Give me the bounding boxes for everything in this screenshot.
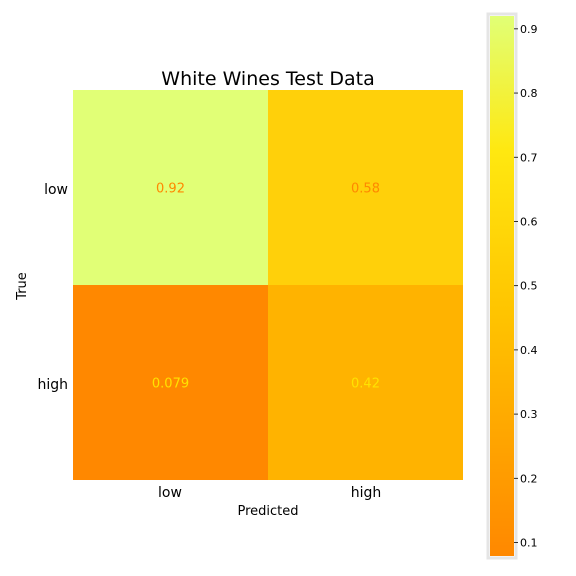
colorbar-tick-label: 0.1 [520,537,538,550]
colorbar-tick-label: 0.6 [520,215,538,228]
heatmap-cell [268,90,463,285]
colorbar-tick-label: 0.9 [520,23,538,36]
y-tick-high: high [37,377,68,393]
x-tick-low: low [158,485,182,501]
colorbar-tick-label: 0.8 [520,87,538,100]
heatmap-cell [268,285,463,480]
x-tick-high: high [351,485,382,501]
colorbar-tick-label: 0.5 [520,280,538,293]
cell-value-label: 0.92 [156,182,185,197]
colorbar-tick-label: 0.4 [520,344,538,357]
y-tick-low: low [44,182,68,198]
colorbar-tick-label: 0.2 [520,472,538,485]
x-axis-label: Predicted [237,504,298,519]
cell-value-label: 0.079 [152,377,189,392]
colorbar-tick-label: 0.3 [520,408,538,421]
heatmap-cell [73,285,268,480]
cell-value-label: 0.58 [351,182,380,197]
y-axis-label: True [15,272,30,301]
cell-value-label: 0.42 [351,377,380,392]
colorbar-tick-label: 0.7 [520,151,538,164]
heatmap-cell [73,90,268,285]
colorbar [490,16,514,556]
chart-title: White Wines Test Data [161,68,374,90]
